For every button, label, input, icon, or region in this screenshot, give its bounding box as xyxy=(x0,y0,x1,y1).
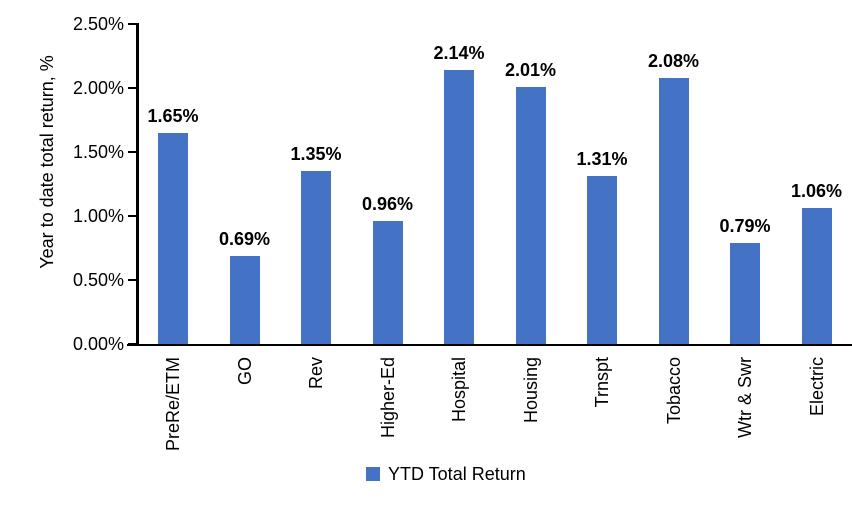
y-tick-label: 0.00% xyxy=(72,334,124,354)
data-label: 2.01% xyxy=(504,59,557,80)
y-tick-mark xyxy=(128,23,137,26)
x-category-label: Rev xyxy=(306,357,326,390)
data-label: 1.35% xyxy=(290,144,342,165)
data-label: 2.14% xyxy=(433,43,485,64)
x-category-label: Tobacco xyxy=(663,357,684,425)
bar-go xyxy=(229,255,260,344)
data-label: 2.08% xyxy=(647,50,700,71)
bar-tobacco xyxy=(658,77,689,344)
y-tick-label: 2.50% xyxy=(72,14,124,34)
data-label: 1.31% xyxy=(576,149,628,170)
x-category-label: GO xyxy=(234,357,255,386)
legend-label: YTD Total Return xyxy=(388,464,526,484)
bar-wtr-swr xyxy=(730,242,760,344)
bar-housing xyxy=(515,86,546,344)
y-tick-label: 2.00% xyxy=(72,78,124,98)
data-label: 1.65% xyxy=(147,105,199,126)
x-axis-line xyxy=(127,343,852,346)
x-category-label: Electric xyxy=(806,357,827,417)
x-category-label: Wtr & Swr xyxy=(735,357,755,438)
y-tick-mark xyxy=(128,151,137,154)
bar-hospital xyxy=(444,70,474,344)
x-category-label: Hospital xyxy=(449,357,469,423)
y-tick-mark xyxy=(128,87,137,90)
legend-swatch-icon xyxy=(366,467,380,481)
data-label: 0.69% xyxy=(218,228,271,249)
data-label: 1.06% xyxy=(790,181,843,202)
y-tick-label: 1.00% xyxy=(72,206,124,226)
bar-higher-ed xyxy=(372,221,403,344)
legend: YTD Total Return xyxy=(366,464,526,484)
data-label: 0.79% xyxy=(719,215,771,236)
x-category-label: Trnspt xyxy=(592,357,612,408)
y-axis-line xyxy=(136,23,139,345)
x-category-label: Housing xyxy=(520,357,541,424)
x-category-label: PreRe/ETM xyxy=(163,357,183,452)
bar-electric xyxy=(801,208,832,344)
y-tick-label: 0.50% xyxy=(72,270,124,290)
bar-rev xyxy=(301,171,331,344)
data-label: 0.96% xyxy=(361,194,414,215)
y-tick-mark xyxy=(128,215,137,218)
bar-prere-etm xyxy=(158,132,188,344)
bar-trnspt xyxy=(587,176,617,344)
x-category-label: Higher-Ed xyxy=(377,357,398,439)
y-tick-label: 1.50% xyxy=(72,142,124,162)
y-tick-mark xyxy=(128,279,137,282)
